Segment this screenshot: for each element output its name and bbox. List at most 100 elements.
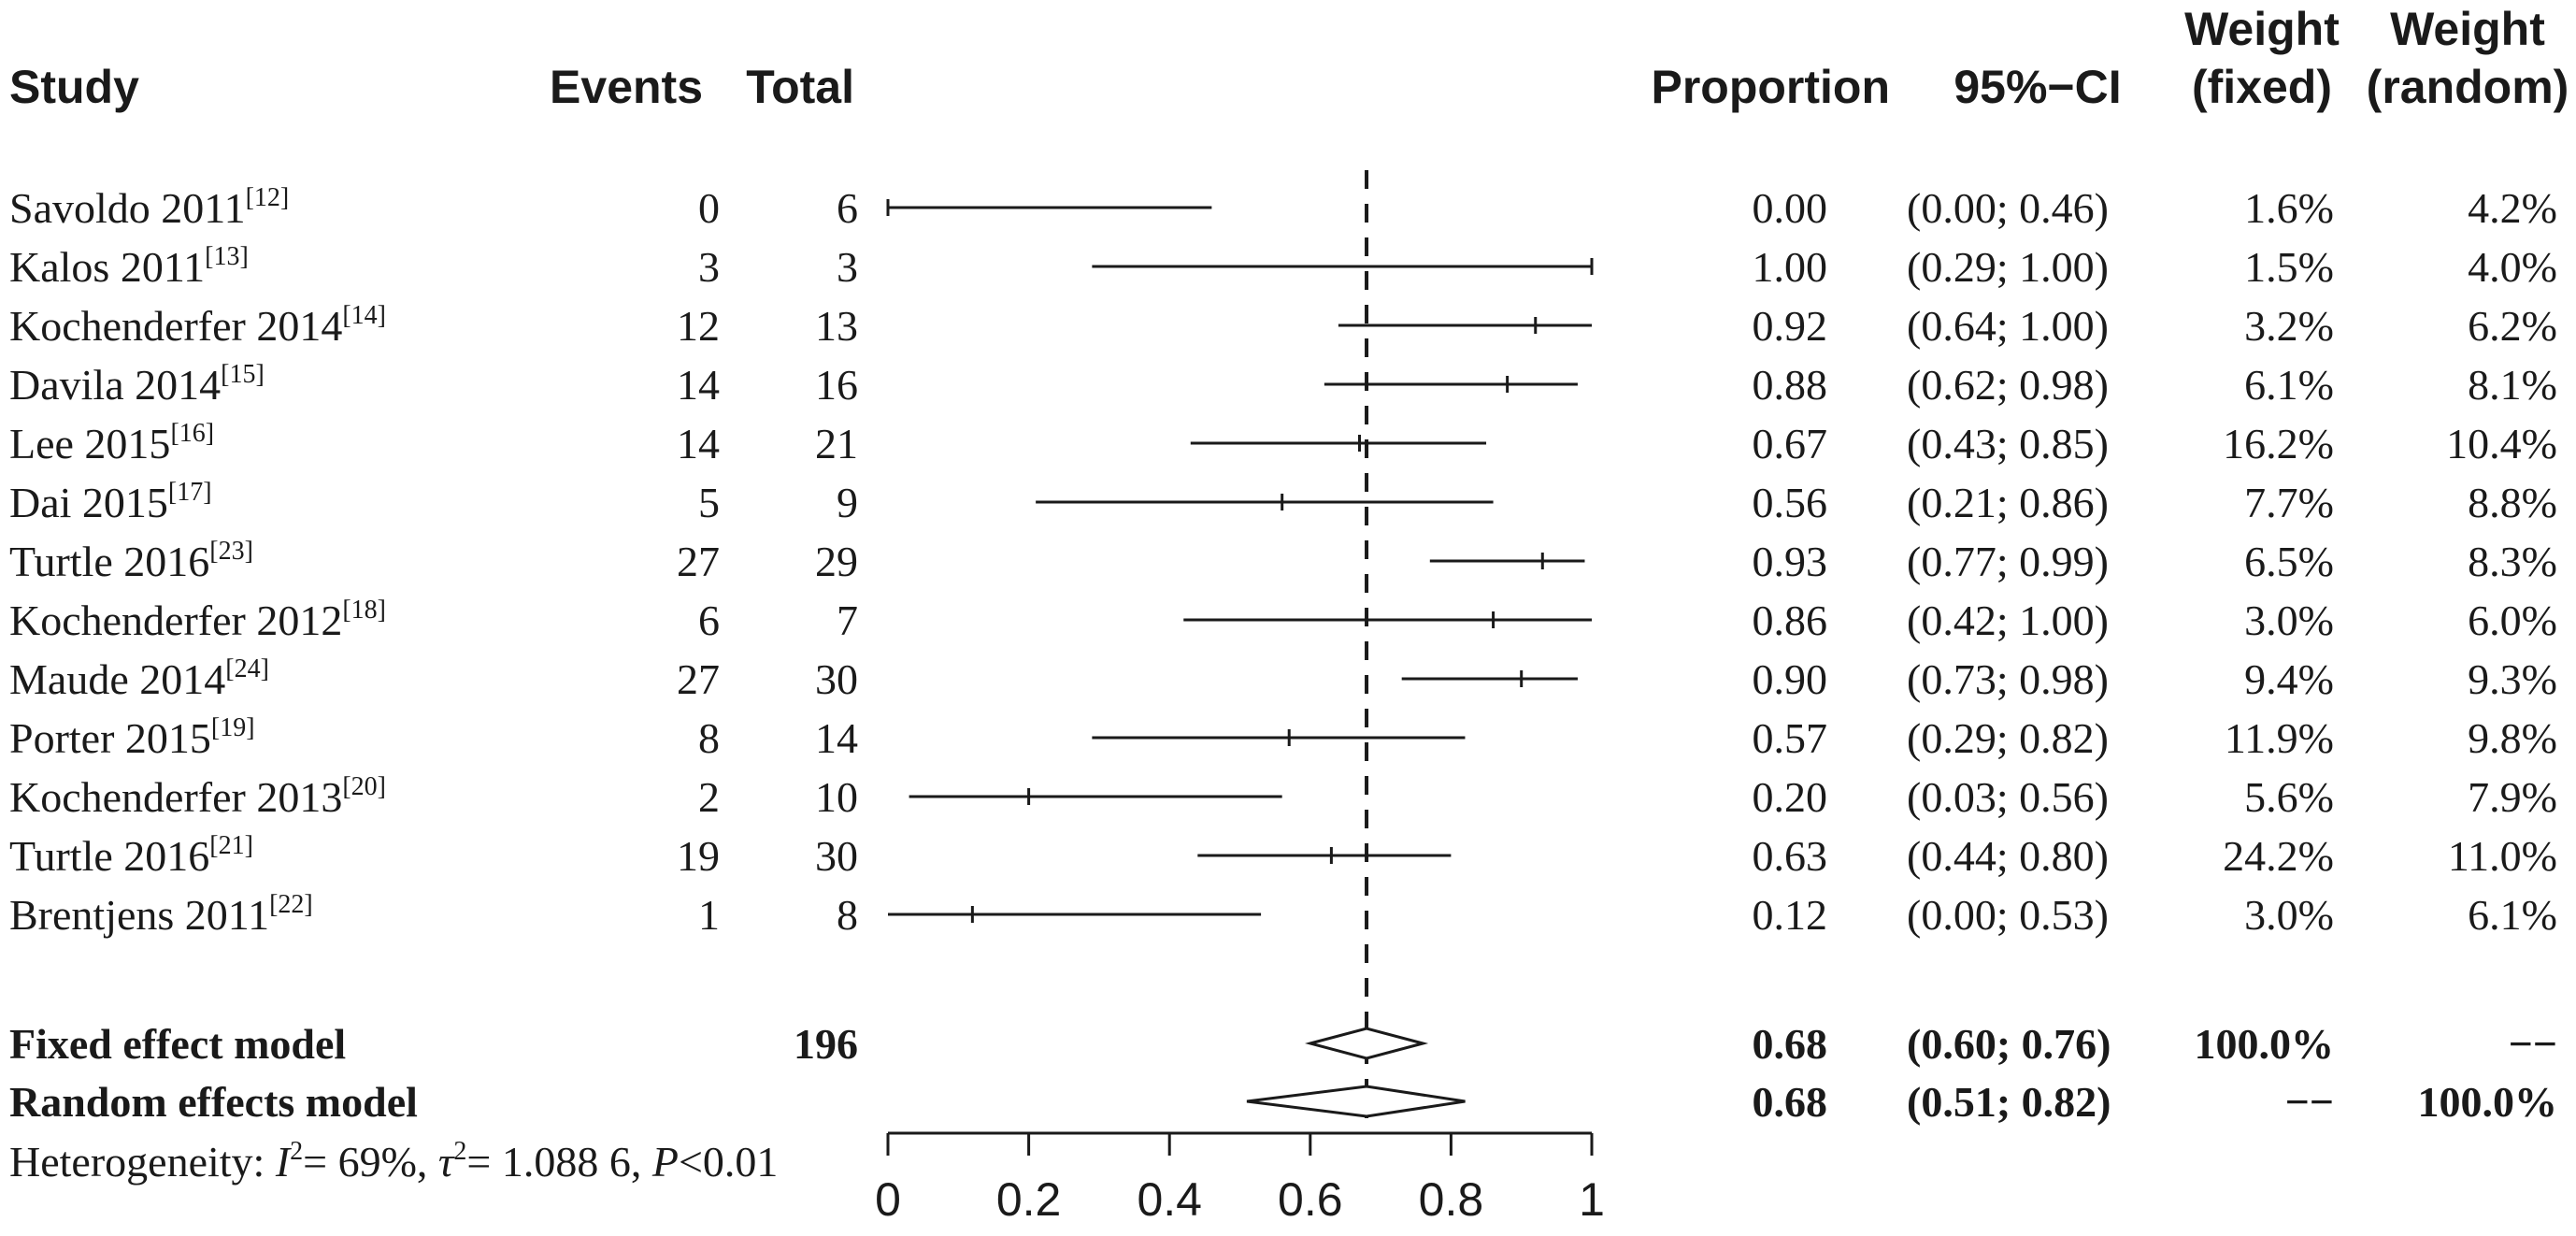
study-total: 3: [837, 243, 858, 291]
study-weight-fixed: 6.1%: [2244, 361, 2334, 409]
header-total: Total: [746, 61, 854, 113]
study-name: Brentjens 2011[22]: [9, 890, 313, 939]
study-name: Kalos 2011[13]: [9, 242, 249, 291]
study-weight-fixed: 5.6%: [2244, 773, 2334, 821]
study-ref: [18]: [342, 596, 386, 625]
study-weight-random: 6.0%: [2468, 596, 2557, 644]
study-total: 21: [815, 420, 858, 467]
study-total: 8: [837, 891, 858, 939]
study-events: 14: [677, 420, 720, 467]
study-name-text: Turtle 2016: [9, 538, 209, 585]
study-row: Turtle 2016[21] 19 30 0.63 (0.44; 0.80) 24.2%…: [9, 831, 2557, 880]
study-ci: (0.77; 0.99): [1907, 538, 2109, 585]
study-proportion: 0.86: [1753, 596, 1828, 644]
study-ref: [15]: [221, 360, 265, 389]
study-events: 6: [698, 596, 720, 644]
study-ci: (0.00; 0.46): [1907, 184, 2109, 232]
study-weight-random: 6.2%: [2468, 302, 2557, 350]
study-name: Maude 2014[24]: [9, 654, 269, 703]
i2-sup: 2: [290, 1137, 303, 1166]
summary-diamond: [1246, 1085, 1466, 1118]
study-events: 19: [677, 832, 720, 880]
study-ci: (0.62; 0.98): [1907, 361, 2109, 409]
study-ci: (0.29; 0.82): [1907, 714, 2109, 762]
summary-row: Random effects model 0.68 (0.51; 0.82) −− 10…: [9, 1078, 2557, 1126]
study-weight-fixed: 7.7%: [2244, 479, 2334, 526]
study-ci: (0.29; 1.00): [1907, 243, 2109, 291]
heterogeneity-label: Heterogeneity:: [9, 1138, 276, 1186]
study-row: Turtle 2016[23] 27 29 0.93 (0.77; 0.99) 6.5% 8…: [9, 537, 2557, 585]
study-name-text: Savoldo 2011: [9, 184, 246, 232]
header-weight-random-1: Weight: [2390, 3, 2545, 55]
i2-symbol: I: [275, 1138, 293, 1186]
study-events: 5: [698, 479, 720, 526]
study-row: Maude 2014[24] 27 30 0.90 (0.73; 0.98) 9.4% 9.…: [9, 654, 2557, 703]
study-ref: [17]: [168, 478, 212, 507]
study-ci: (0.00; 0.53): [1907, 891, 2109, 939]
study-total: 6: [837, 184, 858, 232]
study-proportion: 0.12: [1753, 891, 1828, 939]
p-symbol: P: [651, 1138, 679, 1186]
study-events: 0: [698, 184, 720, 232]
summary-row: Fixed effect model 196 0.68 (0.60; 0.76) 100…: [9, 1020, 2557, 1068]
summary-proportion: 0.68: [1753, 1078, 1828, 1126]
study-ref: [16]: [170, 419, 214, 448]
tau2-value: = 1.088 6,: [466, 1138, 651, 1186]
study-name-text: Porter 2015: [9, 714, 211, 762]
study-name: Turtle 2016[23]: [9, 537, 253, 585]
study-row: Davila 2014[15] 14 16 0.88 (0.62; 0.98) 6.1% 8…: [9, 360, 2557, 409]
study-ci: (0.44; 0.80): [1907, 832, 2109, 880]
study-total: 30: [815, 832, 858, 880]
summary-name: Fixed effect model: [9, 1020, 346, 1068]
study-weight-random: 8.1%: [2468, 361, 2557, 409]
study-total: 16: [815, 361, 858, 409]
tau2-symbol: τ: [438, 1138, 455, 1186]
study-name-text: Davila 2014: [9, 361, 221, 409]
study-proportion: 0.93: [1753, 538, 1828, 585]
study-proportion: 0.88: [1753, 361, 1828, 409]
study-weight-random: 9.3%: [2468, 655, 2557, 703]
header-proportion: Proportion: [1651, 61, 1890, 113]
summary-weight-random: −−: [2509, 1020, 2557, 1068]
summary-total: 196: [794, 1020, 858, 1068]
study-total: 10: [815, 773, 858, 821]
study-total: 29: [815, 538, 858, 585]
study-name-text: Kochenderfer 2014: [9, 302, 342, 350]
study-ci: (0.64; 1.00): [1907, 302, 2109, 350]
tau2-sup: 2: [453, 1137, 466, 1166]
study-row: Kochenderfer 2012[18] 6 7 0.86 (0.42; 1.00) 3…: [9, 596, 2557, 644]
header-study: Study: [9, 61, 139, 113]
summary-diamond: [1304, 1027, 1429, 1060]
study-weight-random: 4.0%: [2468, 243, 2557, 291]
study-events: 27: [677, 655, 720, 703]
summary-rows: Fixed effect model 196 0.68 (0.60; 0.76) 100…: [9, 1020, 2557, 1126]
study-name: Turtle 2016[21]: [9, 831, 253, 880]
study-name: Savoldo 2011[12]: [9, 183, 289, 232]
study-name: Dai 2015[17]: [9, 478, 212, 526]
study-name-text: Maude 2014: [9, 655, 225, 703]
study-proportion: 0.57: [1753, 714, 1828, 762]
study-ref: [24]: [225, 654, 269, 683]
study-name-text: Dai 2015: [9, 479, 168, 526]
study-total: 13: [815, 302, 858, 350]
study-proportion: 0.20: [1753, 773, 1828, 821]
study-name: Kochenderfer 2014[14]: [9, 301, 386, 350]
study-row: Dai 2015[17] 5 9 0.56 (0.21; 0.86) 7.7% 8.8%: [9, 478, 2557, 526]
study-proportion: 1.00: [1753, 243, 1828, 291]
study-ci: (0.03; 0.56): [1907, 773, 2109, 821]
study-row: Lee 2015[16] 14 21 0.67 (0.43; 0.85) 16.2% 10.…: [9, 419, 2557, 467]
study-name-text: Kochenderfer 2012: [9, 596, 342, 644]
summary-weight-fixed: −−: [2285, 1078, 2334, 1126]
study-row: Kochenderfer 2014[14] 12 13 0.92 (0.64; 1.00…: [9, 301, 2557, 350]
study-row: Brentjens 2011[22] 1 8 0.12 (0.00; 0.53) 3.0%…: [9, 890, 2557, 939]
study-events: 2: [698, 773, 720, 821]
study-name-text: Kalos 2011: [9, 243, 205, 291]
study-weight-fixed: 9.4%: [2244, 655, 2334, 703]
summary-proportion: 0.68: [1753, 1020, 1828, 1068]
p-value: <0.01: [679, 1138, 778, 1186]
header-events: Events: [550, 61, 703, 113]
study-events: 1: [698, 891, 720, 939]
study-weight-fixed: 11.9%: [2225, 714, 2334, 762]
study-weight-random: 4.2%: [2468, 184, 2557, 232]
header-ci: 95%−CI: [1953, 61, 2121, 113]
